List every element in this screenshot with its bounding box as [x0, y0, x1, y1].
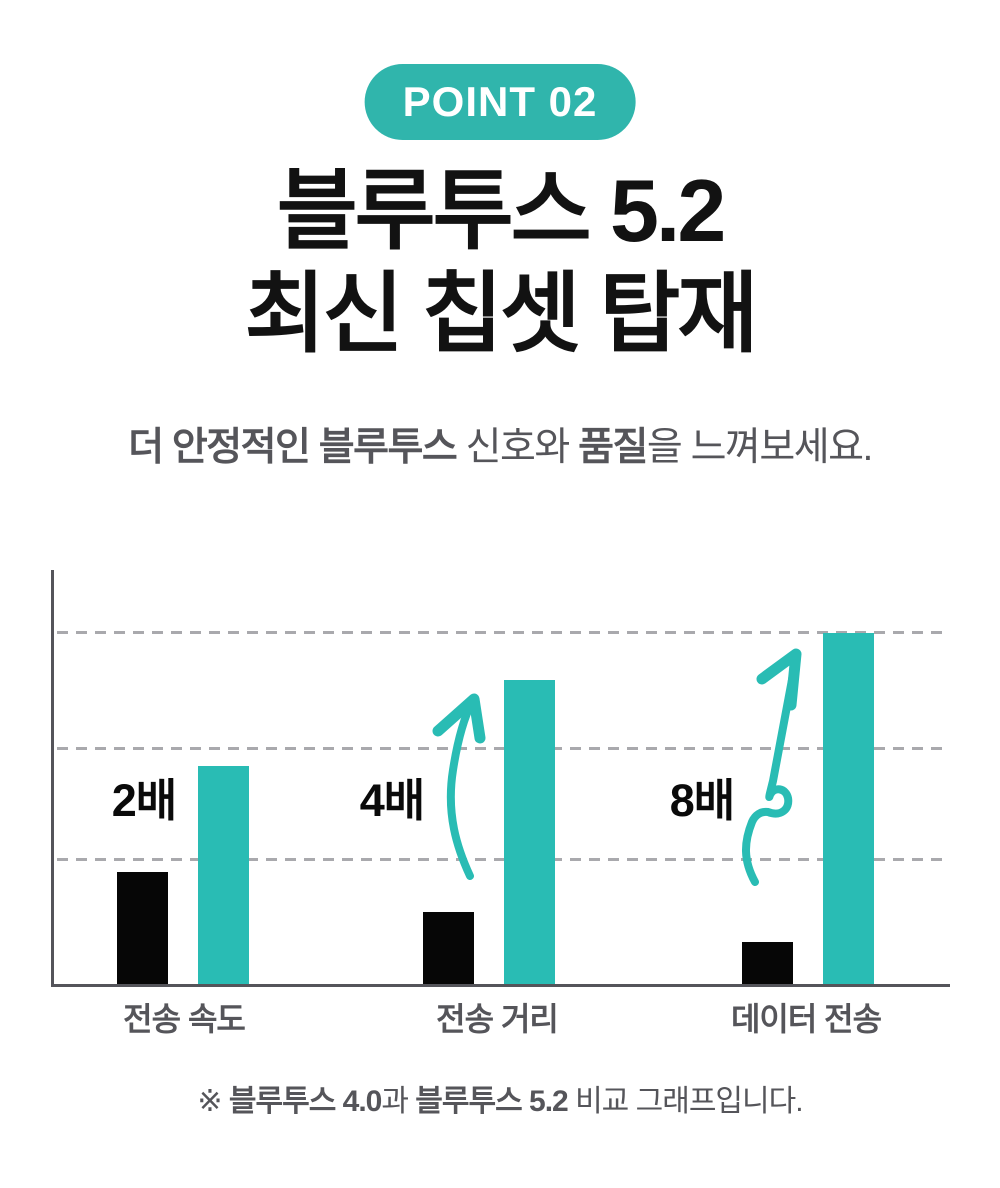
footnote-tail: 비교 그래프입니다.	[567, 1085, 803, 1118]
category-label-data: 데이터 전송	[730, 1001, 882, 1037]
multiplier-label-2x: 2배	[111, 775, 177, 826]
up-arrow-loop-icon	[742, 648, 802, 886]
section-title: 블루투스 5.2 최신 칩셋 탑재	[0, 160, 1000, 366]
footnote-bt40: 블루투스 4.0	[228, 1085, 382, 1118]
bar-group-data	[742, 633, 874, 984]
bar-bt40-data	[742, 942, 793, 984]
point-badge: POINT 02	[364, 64, 636, 140]
multiplier-label-8x: 8배	[669, 775, 735, 826]
footnote-mark: ※	[197, 1085, 229, 1118]
arrow-head	[432, 693, 486, 744]
bar-bt40-distance	[423, 912, 474, 984]
title-line-1: 블루투스 5.2	[276, 161, 727, 260]
chart-x-axis	[51, 984, 950, 987]
title-line-2: 최신 칩셋 탑재	[244, 263, 759, 363]
gridline-bottom	[57, 858, 946, 861]
footnote-bt52: 블루투스 5.2	[415, 1085, 568, 1118]
subtitle-regular-2: 을 느껴보세요.	[646, 426, 873, 469]
footnote-and: 과	[381, 1085, 416, 1118]
arrow-loop-head	[756, 648, 802, 711]
bar-bt52-speed	[198, 766, 249, 984]
footnote: ※ 블루투스 4.0과 블루투스 5.2 비교 그래프입니다.	[0, 1076, 1000, 1120]
gridline-middle	[57, 747, 946, 750]
bar-bt52-data	[823, 633, 874, 984]
section-subtitle: 더 안정적인 블루투스 신호와 품질을 느껴보세요.	[0, 416, 1000, 472]
up-arrow-icon	[432, 693, 486, 880]
bar-bt40-speed	[117, 872, 168, 984]
bar-group-speed	[117, 766, 249, 984]
subtitle-emphasis-1: 더 안정적인 블루투스	[128, 426, 458, 469]
chart-plot-area: 2배 4배 8배	[54, 570, 950, 984]
bar-group-distance	[423, 680, 555, 984]
bar-bt52-distance	[504, 680, 555, 984]
gridline-top	[57, 631, 946, 634]
category-label-speed: 전송 속도	[123, 1001, 246, 1037]
arrow-shaft	[446, 698, 476, 880]
arrow-loop-shaft	[742, 655, 800, 886]
subtitle-emphasis-2: 품질	[578, 426, 648, 469]
multiplier-label-4x: 4배	[359, 775, 425, 826]
category-label-distance: 전송 거리	[436, 1001, 559, 1037]
chart-y-axis	[51, 570, 54, 987]
point-badge-label: POINT 02	[402, 78, 598, 125]
subtitle-regular-1: 신호와	[456, 426, 579, 469]
